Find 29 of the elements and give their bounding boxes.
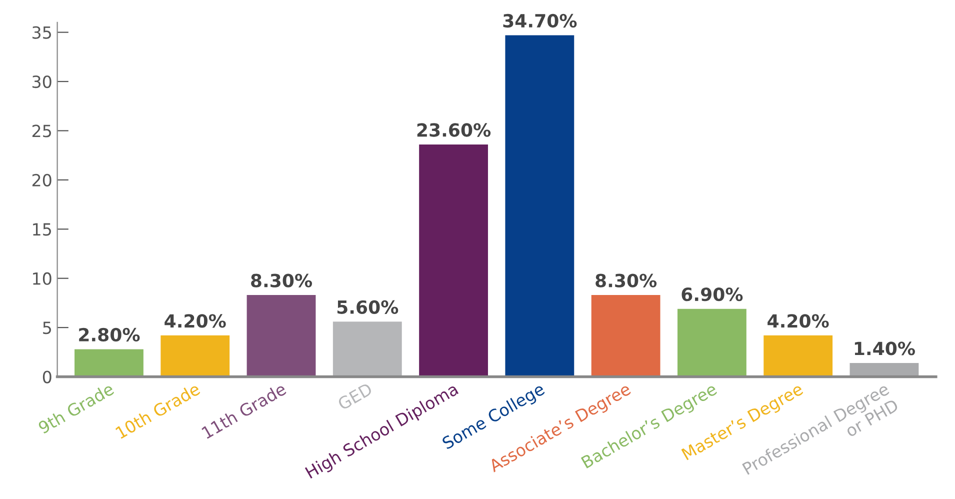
data-label: 8.30%	[596, 274, 657, 288]
y-tick-label: 15	[33, 223, 51, 236]
bar	[246, 295, 316, 377]
bar	[74, 349, 144, 377]
bar	[505, 35, 574, 377]
data-label: 34.70%	[503, 14, 577, 28]
bar	[850, 362, 919, 377]
y-tick-label: 0	[42, 370, 52, 384]
bar	[160, 335, 230, 377]
y-tick-label: 10	[33, 272, 52, 285]
y-tick-label: 35	[32, 26, 51, 39]
data-label: 4.20%	[768, 314, 829, 328]
bar	[419, 144, 488, 377]
y-tick-label: 30	[32, 75, 52, 88]
data-label: 1.40%	[854, 342, 915, 356]
y-tick-label: 5	[43, 322, 51, 334]
y-tick-label: 25	[32, 124, 51, 138]
bar	[764, 335, 833, 377]
data-label: 8.30%	[251, 274, 312, 288]
bar	[677, 308, 746, 377]
data-label: 2.80%	[79, 328, 140, 342]
data-label: 4.20%	[164, 314, 226, 328]
bar	[332, 322, 402, 377]
data-label: 23.60%	[417, 123, 491, 137]
y-tick-label: 20	[32, 174, 52, 186]
data-label: 6.90%	[682, 288, 743, 302]
data-label: 5.60%	[337, 300, 398, 314]
bar	[591, 295, 660, 377]
x-tick-label: GED	[336, 382, 373, 410]
